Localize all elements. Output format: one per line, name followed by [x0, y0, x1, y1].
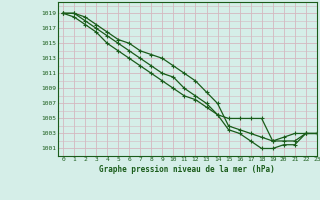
X-axis label: Graphe pression niveau de la mer (hPa): Graphe pression niveau de la mer (hPa): [99, 165, 275, 174]
